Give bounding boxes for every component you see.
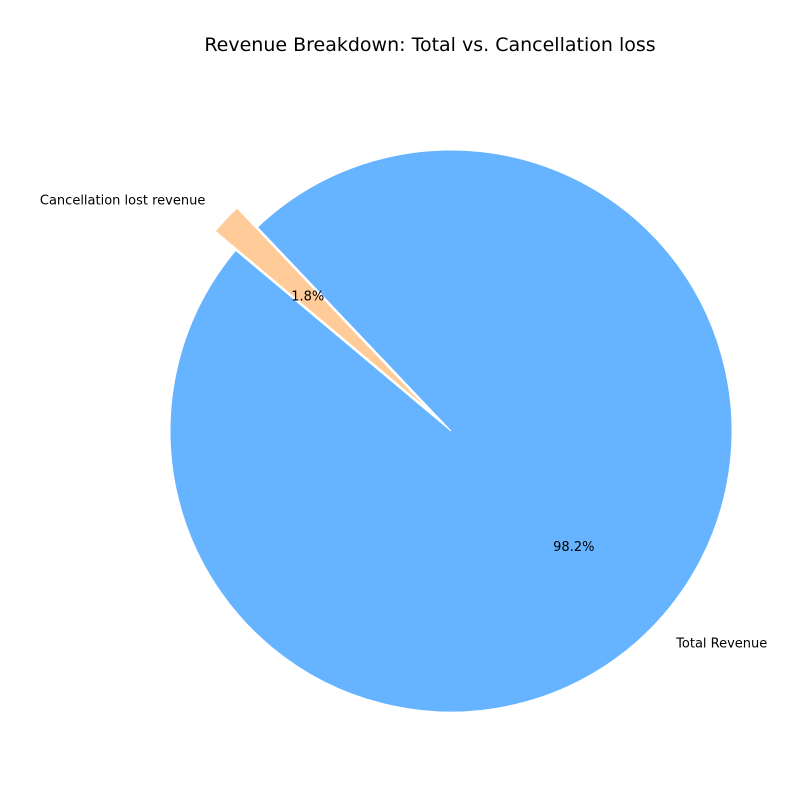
slice-percent-cancellation-lost-revenue: 1.8% [291, 290, 324, 305]
chart-title: Revenue Breakdown: Total vs. Cancellatio… [204, 34, 655, 56]
slice-label-cancellation-lost-revenue: Cancellation lost revenue [40, 193, 205, 208]
pie-slice-total-revenue [169, 149, 733, 713]
slice-label-total-revenue: Total Revenue [675, 636, 767, 651]
slice-percent-total-revenue: 98.2% [553, 540, 594, 555]
slices-layer [169, 149, 733, 713]
pie-slice-cancellation-lost-revenue [214, 207, 431, 413]
labels-layer: 98.2% Total Revenue 1.8% Cancellation lost … [40, 193, 767, 651]
